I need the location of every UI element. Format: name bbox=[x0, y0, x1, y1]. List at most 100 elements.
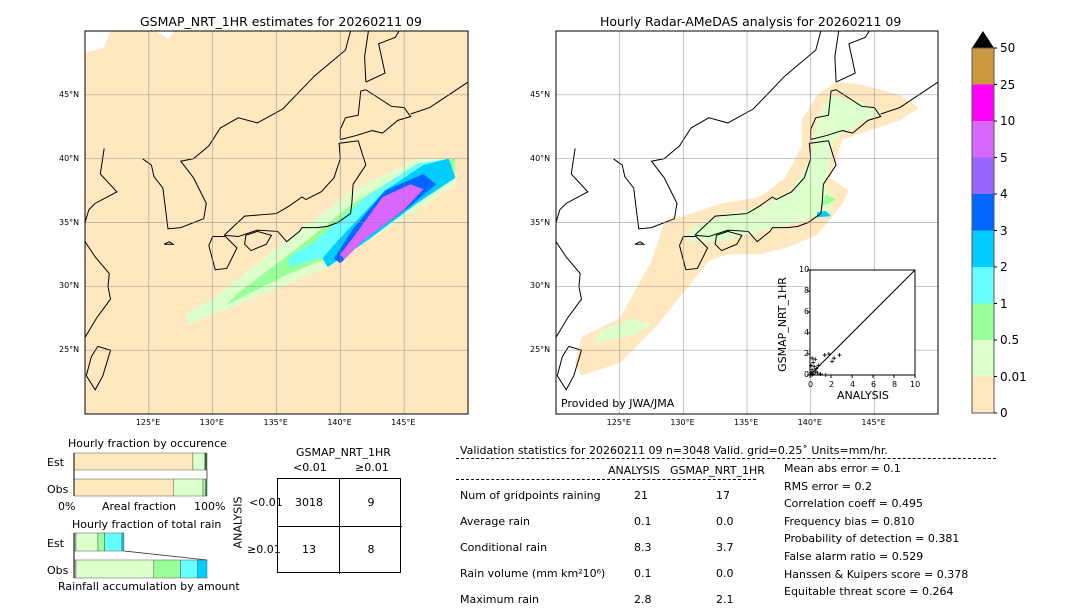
right-map-frame bbox=[555, 30, 939, 415]
left-map-panel bbox=[84, 30, 469, 415]
colorbar-label: 5 bbox=[1000, 150, 1008, 165]
cell-11: 8 bbox=[367, 543, 375, 556]
occurrence-title: Hourly fraction by occurence bbox=[68, 437, 227, 450]
scatter-point bbox=[818, 371, 823, 376]
right-map-title: Hourly Radar-AMeDAS analysis for 2026021… bbox=[600, 14, 902, 29]
left-lon-tick: 135°E bbox=[263, 418, 288, 427]
colorbar-label: 3 bbox=[1000, 223, 1008, 238]
colorbar-label: 4 bbox=[1000, 187, 1008, 201]
left-map-title: GSMAP_NRT_1HR estimates for 20260211 09 bbox=[140, 14, 422, 29]
scatter-point bbox=[837, 353, 842, 358]
scatter-point bbox=[809, 363, 814, 368]
scatter-point bbox=[810, 356, 815, 361]
colorbar bbox=[971, 31, 997, 414]
colorbar-segment bbox=[972, 194, 994, 231]
colorbar-segment bbox=[972, 48, 994, 85]
stat-row-gsmap: 2.1 bbox=[716, 593, 734, 606]
rain-fraction-bar-obs-segment bbox=[75, 559, 155, 579]
occ-est-label: Est bbox=[47, 456, 64, 469]
rain-fraction-bar-connector bbox=[123, 550, 208, 561]
left-lon-tick: 145°E bbox=[391, 418, 416, 427]
left-nodata-patch bbox=[85, 31, 111, 53]
scatter-point bbox=[822, 353, 827, 358]
left-nodata-patch bbox=[155, 31, 175, 39]
stat-row-gsmap: 17 bbox=[716, 489, 730, 502]
scatter-point bbox=[809, 370, 814, 375]
rain-fraction-bar-est-segment bbox=[104, 532, 123, 552]
colorbar-segment bbox=[972, 376, 994, 414]
colorbar-label: 0.5 bbox=[1000, 333, 1020, 347]
score-line: Equitable threat score = 0.264 bbox=[784, 585, 954, 599]
colorbar-segment bbox=[972, 303, 994, 341]
right-lon-tick: 135°E bbox=[734, 418, 759, 427]
scatter-ylabel: GSMAP_NRT_1HR bbox=[775, 277, 789, 372]
occurrence-bar-obs-segment bbox=[173, 478, 204, 497]
scatter-point bbox=[812, 364, 817, 369]
colorbar-label: 10 bbox=[1000, 114, 1016, 128]
scatter-point bbox=[810, 373, 815, 377]
cell-01: 9 bbox=[367, 496, 375, 509]
right-coastline-shikoku bbox=[714, 230, 743, 252]
occurrence-bar-est-segment bbox=[73, 452, 194, 471]
scatter-ytick-label: 0 bbox=[804, 370, 810, 379]
right-lat-tick: 25°N bbox=[530, 345, 551, 355]
right-coastline-korea bbox=[613, 30, 822, 230]
right-lat-tick: 40°N bbox=[530, 153, 551, 163]
colorbar-segment bbox=[972, 340, 994, 377]
right-rain-area bbox=[689, 94, 881, 242]
left-lat-tick: 45°N bbox=[59, 89, 80, 99]
colorbar-label: 2 bbox=[1000, 260, 1008, 274]
col-analysis: ANALYSIS bbox=[608, 464, 660, 477]
left-coastline-korea bbox=[142, 30, 352, 230]
row-label-0: <0.01 bbox=[249, 496, 283, 509]
row-title: ANALYSIS bbox=[231, 496, 245, 549]
occ-xmax: 100% bbox=[194, 500, 226, 513]
colorbar-segment bbox=[972, 84, 994, 122]
right-map-panel bbox=[555, 30, 939, 415]
scatter-ytick-label: 10 bbox=[799, 265, 810, 274]
cell-00: 3018 bbox=[295, 496, 323, 509]
scatter-point bbox=[810, 367, 815, 372]
scatter-point bbox=[814, 366, 819, 371]
stat-row-analysis: 21 bbox=[634, 489, 648, 502]
scatter-xlabel: ANALYSIS bbox=[837, 389, 889, 402]
occurrence-bar-obs-segment bbox=[205, 478, 208, 497]
scatter-point bbox=[816, 363, 821, 368]
colorbar-label: 0 bbox=[1000, 406, 1008, 420]
score-line: Probability of detection = 0.381 bbox=[784, 532, 960, 546]
score-line: RMS error = 0.2 bbox=[784, 479, 872, 493]
stat-row-label: Average rain bbox=[460, 515, 530, 528]
left-coastline-shikoku bbox=[244, 230, 273, 252]
left-coastline-jeju bbox=[163, 241, 175, 245]
occ-xmin: 0% bbox=[58, 500, 76, 513]
scatter-inset bbox=[807, 269, 916, 378]
right-lat-tick: 45°N bbox=[530, 89, 551, 99]
left-coastline-hokkaido bbox=[339, 89, 412, 141]
occurrence-bar-obs-segment bbox=[73, 478, 174, 497]
right-lon-tick: 130°E bbox=[670, 418, 695, 427]
right-rain-area bbox=[820, 194, 837, 208]
stat-row-gsmap: 0.0 bbox=[716, 567, 734, 580]
occurrence-bar-est-segment bbox=[192, 452, 206, 471]
rain-fraction-bar-obs-segment bbox=[153, 559, 181, 579]
scatter-diagonal-line bbox=[809, 269, 916, 376]
scatter-ytick-label: 8 bbox=[804, 286, 810, 295]
scatter-xtick-label: 4 bbox=[850, 380, 856, 389]
left-lon-tick: 140°E bbox=[327, 418, 352, 427]
left-lon-tick: 125°E bbox=[135, 418, 161, 427]
scatter-point bbox=[815, 370, 820, 375]
score-line: False alarm ratio = 0.529 bbox=[784, 550, 924, 563]
stat-row-label: Rain volume (mm km²10⁶) bbox=[460, 567, 606, 580]
colorbar-segment bbox=[972, 121, 994, 158]
occ-obs-label: Obs bbox=[47, 483, 69, 496]
stats-header: Validation statistics for 20260211 09 n=… bbox=[460, 444, 888, 457]
occurrence-bar bbox=[73, 452, 208, 497]
occurrence-bar-est-segment bbox=[204, 452, 208, 471]
right-lat-tick: 35°N bbox=[530, 217, 551, 227]
stat-row-analysis: 8.3 bbox=[634, 541, 652, 554]
stat-row-label: Num of gridpoints raining bbox=[460, 489, 601, 502]
rain-fraction-bar-est-segment bbox=[121, 532, 125, 552]
colorbar-label: 0.01 bbox=[1000, 369, 1027, 384]
left-coastline-sakhalin bbox=[364, 30, 400, 83]
scatter-xtick-label: 6 bbox=[871, 380, 877, 389]
